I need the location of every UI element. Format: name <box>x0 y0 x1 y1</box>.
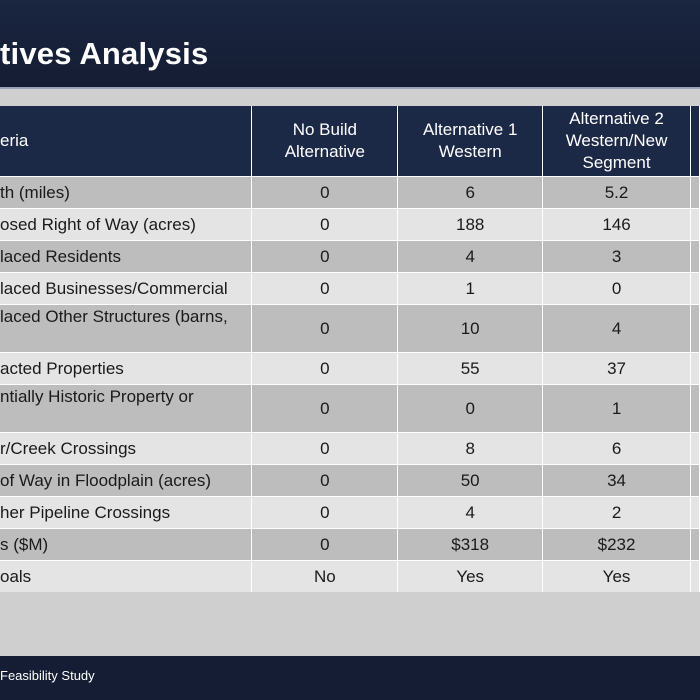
table-header-row: eria No Build Alternative Alternative 1 … <box>0 106 700 177</box>
alt1-cell: $318 <box>397 528 544 561</box>
alt1-cell: 1 <box>397 272 544 305</box>
alt1-cell: 4 <box>397 496 544 529</box>
alt1-cell: 6 <box>397 176 544 209</box>
alt3-cell <box>690 496 700 529</box>
criteria-cell: of Way in Floodplain (acres) <box>0 464 253 497</box>
criteria-cell: oals <box>0 560 253 592</box>
alt3-cell <box>690 176 700 209</box>
alt1-cell: 0 <box>397 384 544 433</box>
alt2-cell: 6 <box>542 432 691 465</box>
alt1-cell: 55 <box>397 352 544 385</box>
no-build-cell: 0 <box>251 272 399 305</box>
table-row: ntially Historic Property or 0 0 1 <box>0 384 700 433</box>
criteria-cell: her Pipeline Crossings <box>0 496 253 529</box>
alt3-cell <box>690 304 700 353</box>
table-row: th (miles) 0 6 5.2 <box>0 176 700 209</box>
alt1-cell: 4 <box>397 240 544 273</box>
alt1-cell: 188 <box>397 208 544 241</box>
alt1-cell: 10 <box>397 304 544 353</box>
title-divider <box>0 87 700 89</box>
alt3-cell <box>690 528 700 561</box>
alt3-cell <box>690 432 700 465</box>
table-row: laced Businesses/Commercial 0 1 0 <box>0 272 700 305</box>
alt3-cell <box>690 352 700 385</box>
no-build-cell: 0 <box>251 176 399 209</box>
alt3-cell <box>690 384 700 433</box>
alt2-cell: 1 <box>542 384 691 433</box>
alt3-cell <box>690 272 700 305</box>
criteria-cell: th (miles) <box>0 176 253 209</box>
table-row: acted Properties 0 55 37 <box>0 352 700 385</box>
footer-bar: Feasibility Study <box>0 656 700 700</box>
table-row: oals No Yes Yes <box>0 560 700 592</box>
alt2-cell: 2 <box>542 496 691 529</box>
alt2-cell: 146 <box>542 208 691 241</box>
table-row: laced Residents 0 4 3 <box>0 240 700 273</box>
alt2-cell: 34 <box>542 464 691 497</box>
table-row: laced Other Structures (barns, 0 10 4 <box>0 304 700 353</box>
alt3-cell <box>690 560 700 592</box>
criteria-cell: laced Residents <box>0 240 253 273</box>
alt1-cell: 50 <box>397 464 544 497</box>
alternatives-table: eria No Build Alternative Alternative 1 … <box>0 106 700 592</box>
no-build-cell: 0 <box>251 352 399 385</box>
alt1-cell: 8 <box>397 432 544 465</box>
alt2-cell: Yes <box>542 560 691 592</box>
no-build-cell: No <box>251 560 399 592</box>
alt3-cell <box>690 208 700 241</box>
criteria-cell: s ($M) <box>0 528 253 561</box>
alt2-cell: 5.2 <box>542 176 691 209</box>
alt2-cell: $232 <box>542 528 691 561</box>
alt2-cell: 4 <box>542 304 691 353</box>
criteria-cell: acted Properties <box>0 352 253 385</box>
alt2-cell: 3 <box>542 240 691 273</box>
table-row: her Pipeline Crossings 0 4 2 <box>0 496 700 529</box>
alt2-cell: 37 <box>542 352 691 385</box>
footer-label: Feasibility Study <box>0 668 95 683</box>
no-build-cell: 0 <box>251 304 399 353</box>
header-no-build: No Build Alternative <box>251 106 399 177</box>
header-alternative-1: Alternative 1 Western <box>397 106 544 177</box>
no-build-cell: 0 <box>251 464 399 497</box>
criteria-cell: r/Creek Crossings <box>0 432 253 465</box>
header-criteria: eria <box>0 106 253 177</box>
title-bar: tives Analysis <box>0 0 700 87</box>
table-row: s ($M) 0 $318 $232 <box>0 528 700 561</box>
header-alternative-3 <box>690 106 700 177</box>
alt1-cell: Yes <box>397 560 544 592</box>
no-build-cell: 0 <box>251 384 399 433</box>
no-build-cell: 0 <box>251 528 399 561</box>
table-row: osed Right of Way (acres) 0 188 146 <box>0 208 700 241</box>
alt3-cell <box>690 464 700 497</box>
table-row: of Way in Floodplain (acres) 0 50 34 <box>0 464 700 497</box>
no-build-cell: 0 <box>251 432 399 465</box>
no-build-cell: 0 <box>251 208 399 241</box>
alt3-cell <box>690 240 700 273</box>
criteria-cell: ntially Historic Property or <box>0 384 253 433</box>
table-row: r/Creek Crossings 0 8 6 <box>0 432 700 465</box>
alt2-cell: 0 <box>542 272 691 305</box>
header-alternative-2: Alternative 2 Western/New Segment <box>542 106 691 177</box>
criteria-cell: laced Businesses/Commercial <box>0 272 253 305</box>
criteria-cell: osed Right of Way (acres) <box>0 208 253 241</box>
slide-title: tives Analysis <box>0 36 209 71</box>
criteria-cell: laced Other Structures (barns, <box>0 304 253 353</box>
no-build-cell: 0 <box>251 496 399 529</box>
no-build-cell: 0 <box>251 240 399 273</box>
